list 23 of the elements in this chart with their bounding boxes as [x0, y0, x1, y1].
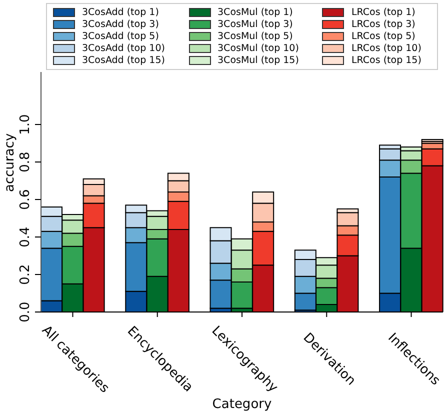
y-tick-label: 0.8 [18, 152, 33, 172]
legend-label: 3CosAdd (top 3) [82, 19, 159, 30]
legend-label: 3CosAdd (top 15) [82, 55, 165, 66]
legend-label: 3CosMul (top 1) [218, 7, 293, 18]
y-tick-label: 0.6 [18, 189, 33, 210]
legend-label: 3CosAdd (top 1) [82, 7, 159, 18]
y-tick-label: 0.0 [18, 302, 33, 322]
legend-label: 3CosMul (top 3) [218, 19, 293, 30]
y-tick-label: 1.0 [18, 114, 33, 135]
legend-label: LRCos (top 5) [351, 31, 416, 42]
y-tick-label: 0.4 [18, 226, 33, 248]
legend-label: 3CosAdd (top 10) [82, 43, 165, 54]
legend-label: 3CosMul (top 15) [218, 55, 299, 66]
legend-label: 3CosMul (top 10) [218, 43, 299, 54]
y-tick-label: 0.2 [18, 264, 33, 285]
legend-label: 3CosMul (top 5) [218, 31, 293, 42]
x-axis-title: Category [212, 397, 272, 412]
legend-label: 3CosAdd (top 5) [82, 31, 159, 42]
legend-label: LRCos (top 3) [351, 19, 416, 30]
legend-label: LRCos (top 1) [351, 7, 416, 18]
legend-label: LRCos (top 10) [351, 43, 422, 54]
legend-label: LRCos (top 15) [351, 55, 422, 66]
y-axis-title: accuracy [2, 133, 18, 192]
